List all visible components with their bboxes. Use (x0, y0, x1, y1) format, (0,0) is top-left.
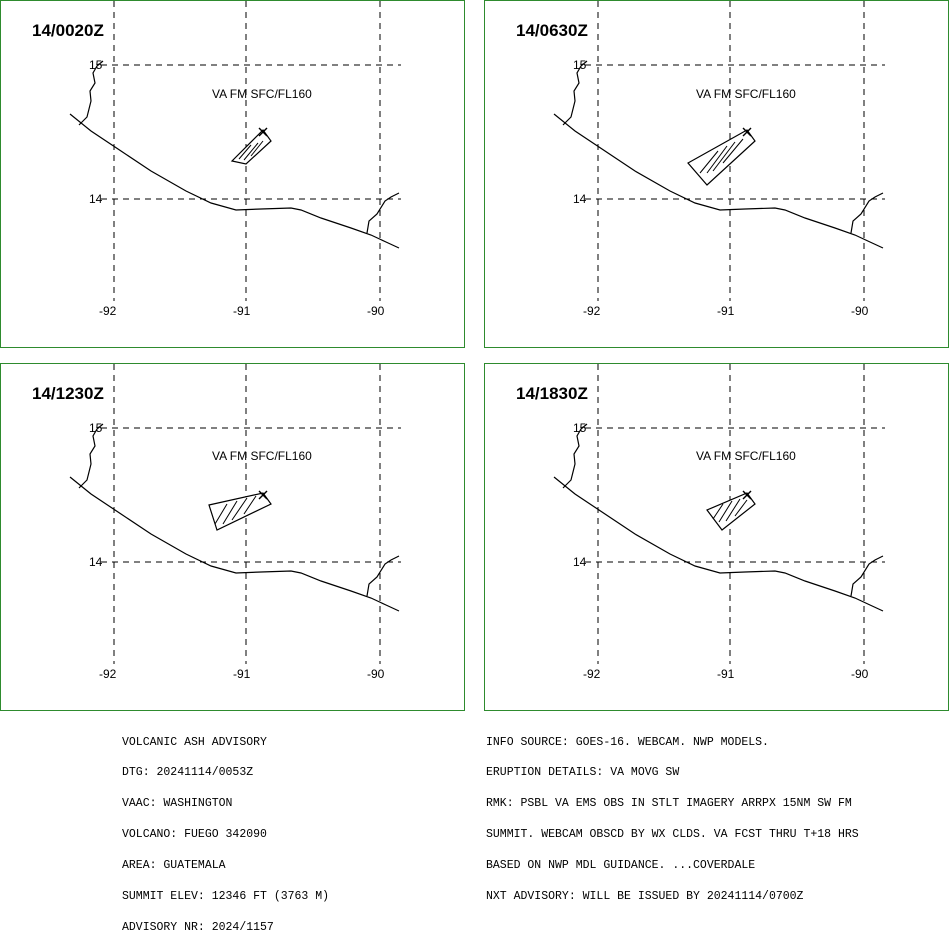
advisory-number: ADVISORY NR: 2024/1157 (122, 920, 274, 934)
advisory-summit-elev: SUMMIT ELEV: 12346 FT (3763 M) (122, 890, 330, 904)
altitude-label: VA FM SFC/FL160 (696, 87, 796, 101)
advisory-dtg: DTG: 20241114/0053Z (122, 766, 254, 780)
volcano-marker-icon-b (258, 490, 268, 500)
coastline-pacific (553, 113, 884, 249)
plume-hatch (725, 498, 741, 522)
volcano-marker-icon-b (742, 490, 752, 500)
lon-label-90: -90 (851, 304, 869, 318)
lat-label-14: 14 (573, 555, 587, 569)
valid-time: 14/1830Z (516, 384, 588, 403)
plume-hatch (222, 500, 238, 525)
valid-time: 14/0020Z (32, 21, 104, 40)
advisory-remark-3: BASED ON NWP MDL GUIDANCE. ...COVERDALE (486, 859, 756, 873)
map-svg-1: 14/0630Z VA FM SFC/FL160 15 14 -92 -91 -… (516, 1, 885, 318)
lat-label-14: 14 (89, 192, 103, 206)
plume-hatch (712, 503, 724, 520)
plume-hatch (718, 500, 733, 523)
plume-hatch (250, 140, 264, 157)
advisory-remark-2: SUMMIT. WEBCAM OBSCD BY WX CLDS. VA FCST… (486, 828, 859, 842)
coastline-mexico (78, 60, 104, 126)
lon-label-91: -91 (233, 667, 251, 681)
map-panel-1: 14/0630Z VA FM SFC/FL160 15 14 -92 -91 -… (484, 0, 949, 348)
lat-label-15: 15 (89, 421, 103, 435)
advisory-volcano: VOLCANO: FUEGO 342090 (122, 828, 267, 842)
advisory-remark-1: RMK: PSBL VA EMS OBS IN STLT IMAGERY ARR… (486, 797, 852, 811)
map-svg-2: 14/1230Z VA FM SFC/FL160 15 14 -92 -91 -… (32, 364, 401, 681)
lon-label-90: -90 (851, 667, 869, 681)
valid-time: 14/0630Z (516, 21, 588, 40)
lon-label-90: -90 (367, 667, 385, 681)
coastline-mexico (78, 423, 104, 489)
advisory-next: NXT ADVISORY: WILL BE ISSUED BY 20241114… (486, 890, 804, 904)
advisory-title: VOLCANIC ASH ADVISORY (122, 735, 267, 749)
lon-label-91: -91 (233, 304, 251, 318)
border-east (366, 555, 400, 597)
valid-time: 14/1230Z (32, 384, 104, 403)
border-east (850, 555, 884, 597)
altitude-label: VA FM SFC/FL160 (212, 449, 312, 463)
plume-hatch (699, 150, 719, 174)
ash-plume (687, 129, 756, 186)
coastline-mexico (562, 423, 588, 489)
map-panel-3: 14/1830Z VA FM SFC/FL160 15 14 -92 -91 -… (484, 363, 949, 711)
lat-label-14: 14 (573, 192, 587, 206)
border-east (366, 192, 400, 234)
plume-hatch (243, 142, 259, 161)
advisory-info-source: INFO SOURCE: GOES-16. WEBCAM. NWP MODELS… (486, 735, 769, 749)
border-east (850, 192, 884, 234)
advisory-header-block: VOLCANIC ASH ADVISORY DTG: 20241114/0053… (122, 717, 329, 944)
coastline-mexico (562, 60, 588, 126)
lon-label-92: -92 (583, 667, 601, 681)
advisory-details-block: INFO SOURCE: GOES-16. WEBCAM. NWP MODELS… (486, 717, 859, 913)
lon-label-91: -91 (717, 304, 735, 318)
plume-hatch (706, 145, 728, 174)
advisory-vaac: VAAC: WASHINGTON (122, 797, 233, 811)
plume-hatch (231, 497, 248, 521)
volcano-marker-icon-b (258, 127, 268, 137)
lon-label-91: -91 (717, 667, 735, 681)
plume-hatch (214, 503, 228, 525)
altitude-label: VA FM SFC/FL160 (696, 449, 796, 463)
advisory-area: AREA: GUATEMALA (122, 859, 226, 873)
lon-label-92: -92 (99, 667, 117, 681)
coastline-pacific (553, 476, 884, 612)
map-panel-0: 14/0020Z VA FM SFC/FL160 15 14 -92 -91 -… (0, 0, 465, 348)
map-panel-2: 14/1230Z VA FM SFC/FL160 15 14 -92 -91 -… (0, 363, 465, 711)
volcano-marker-icon-b (742, 127, 752, 137)
advisory-eruption-details: ERUPTION DETAILS: VA MOVG SW (486, 766, 680, 780)
lat-label-14: 14 (89, 555, 103, 569)
lat-label-15: 15 (573, 421, 587, 435)
lat-label-15: 15 (573, 58, 587, 72)
coastline-pacific (69, 476, 400, 612)
lon-label-92: -92 (583, 304, 601, 318)
altitude-label: VA FM SFC/FL160 (212, 87, 312, 101)
coastline-pacific (69, 113, 400, 249)
map-svg-3: 14/1830Z VA FM SFC/FL160 15 14 -92 -91 -… (516, 364, 885, 681)
plume-hatch (712, 141, 736, 172)
ash-plume (706, 492, 756, 531)
map-svg-0: 14/0020Z VA FM SFC/FL160 15 14 -92 -91 -… (32, 1, 401, 318)
plume-hatch (722, 138, 744, 164)
ash-plume (208, 492, 272, 531)
plume-hatch (243, 495, 257, 515)
plume-hatch (238, 144, 252, 160)
lon-label-90: -90 (367, 304, 385, 318)
plume-hatch (734, 499, 748, 517)
lat-label-15: 15 (89, 58, 103, 72)
lon-label-92: -92 (99, 304, 117, 318)
